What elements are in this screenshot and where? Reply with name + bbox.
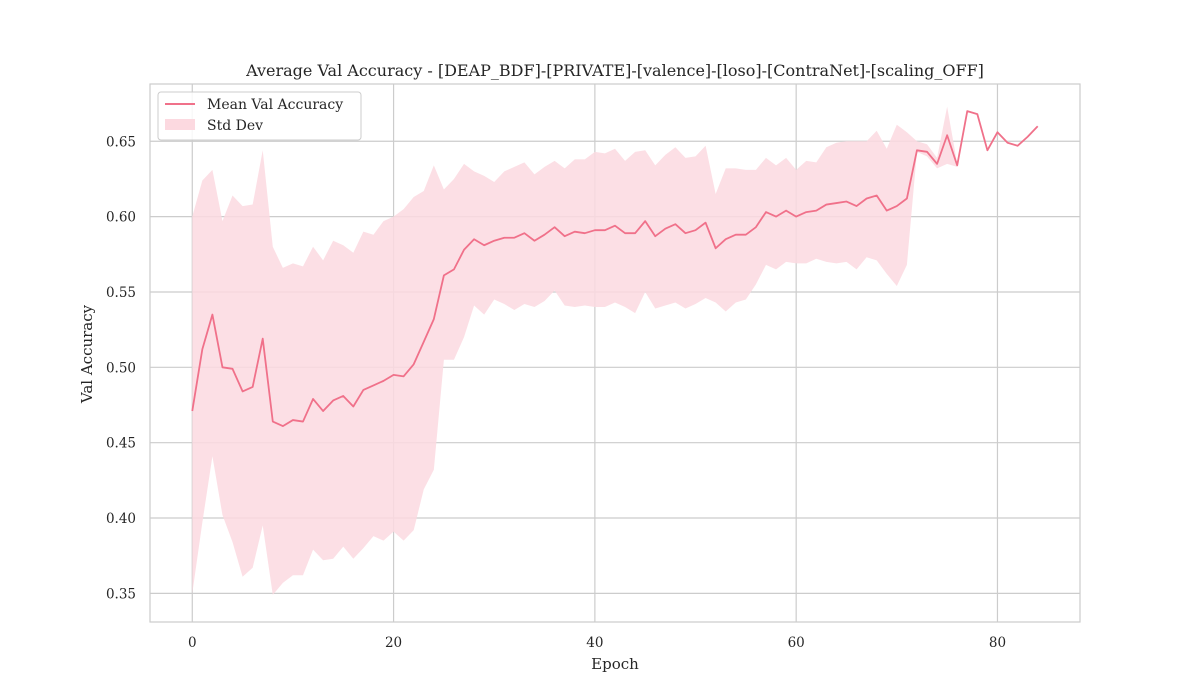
legend-box: [157, 91, 362, 141]
x-tick-label: 20: [385, 635, 402, 651]
x-tick-label: 60: [788, 635, 805, 651]
y-tick-label: 0.40: [106, 511, 136, 527]
x-tick-label: 40: [586, 635, 603, 651]
mean-line-layer: [191, 110, 1039, 427]
y-axis-label: Val Accuracy: [78, 304, 96, 404]
y-tick-label: 0.55: [106, 285, 136, 301]
y-tick-label: 0.45: [106, 436, 136, 452]
plot-frame: [149, 83, 1081, 623]
chart-title: Average Val Accuracy - [DEAP_BDF]-[PRIVA…: [245, 61, 984, 80]
std-dev-band: [192, 106, 1038, 595]
legend-label-std: Std Dev: [207, 118, 263, 134]
y-tick-label: 0.50: [106, 360, 136, 376]
x-tick-label: 0: [188, 635, 197, 651]
x-tick-label: 80: [989, 635, 1006, 651]
x-axis-label: Epoch: [591, 655, 639, 673]
std-dev-band-layer: [192, 106, 1038, 595]
legend-band-swatch: [165, 119, 195, 130]
y-tick-label: 0.60: [106, 210, 136, 226]
legend: Mean Val Accuracy Std Dev: [157, 91, 362, 141]
legend-label-mean: Mean Val Accuracy: [207, 97, 343, 113]
y-tick-label: 0.35: [106, 586, 136, 602]
y-tick-label: 0.65: [106, 134, 136, 150]
mean-val-accuracy-line: [191, 110, 1039, 427]
tick-labels: 0 20 40 60 80 0.35 0.40 0.45 0.50 0.55 0.60 0.65: [106, 134, 1006, 651]
